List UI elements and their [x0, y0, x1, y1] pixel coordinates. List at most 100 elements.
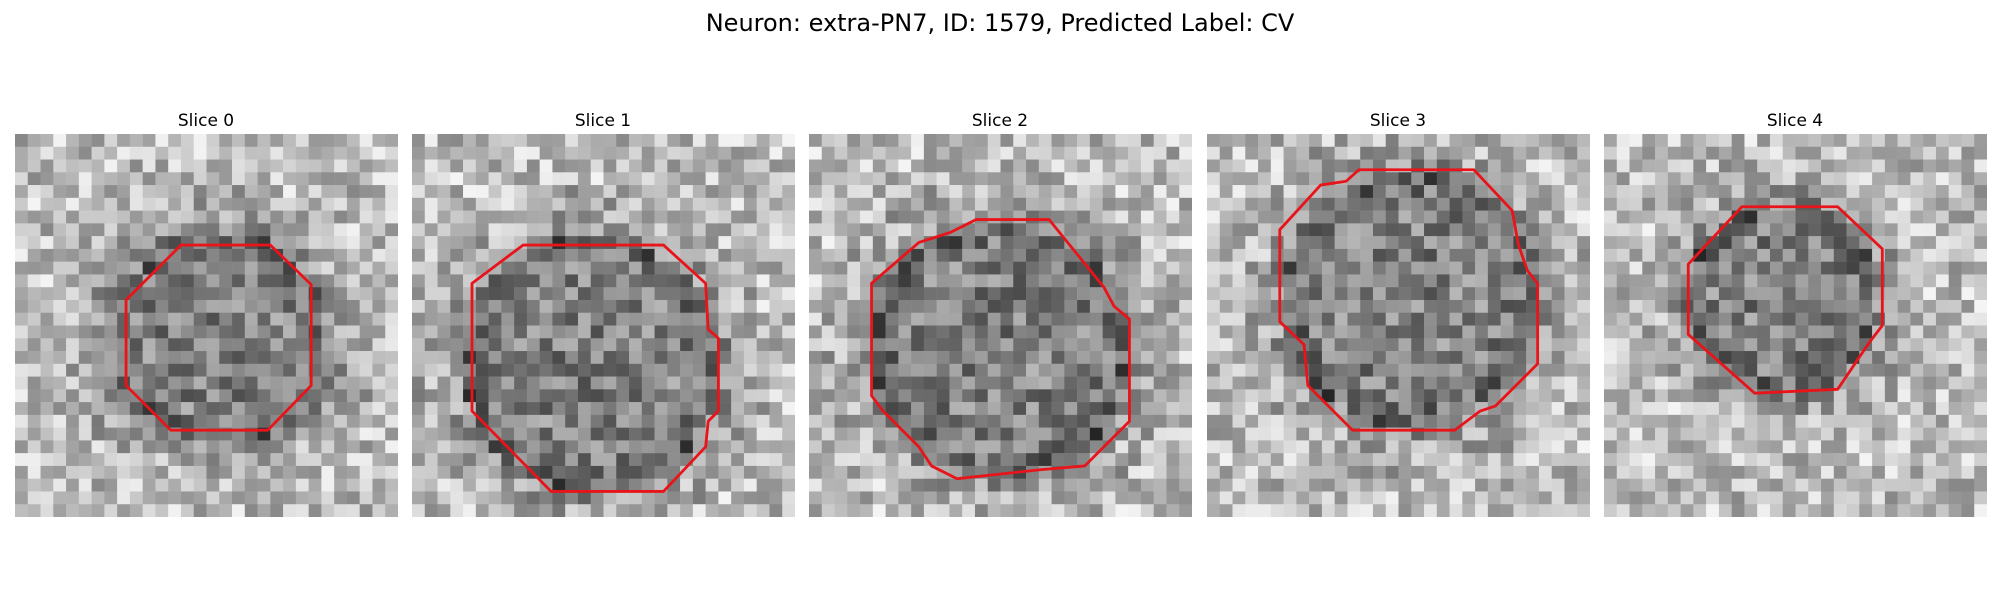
pixel	[1706, 159, 1720, 173]
pixel	[1782, 299, 1796, 313]
pixel	[974, 312, 988, 326]
pixel	[40, 134, 54, 148]
pixel	[219, 197, 233, 211]
pixel	[206, 236, 220, 250]
pixel	[1744, 223, 1758, 237]
pixel	[1372, 210, 1386, 224]
pixel	[936, 504, 950, 517]
pixel	[526, 197, 540, 211]
pixel	[155, 223, 169, 237]
pixel	[641, 504, 655, 517]
pixel	[27, 491, 41, 505]
pixel	[923, 261, 937, 275]
pixel	[1872, 134, 1886, 148]
pixel	[756, 248, 770, 262]
pixel	[898, 172, 912, 186]
pixel	[577, 248, 591, 262]
pixel	[78, 440, 92, 454]
pixel	[1179, 185, 1192, 199]
pixel	[219, 223, 233, 237]
pixel	[1731, 351, 1745, 365]
pixel	[539, 185, 553, 199]
pixel	[1360, 325, 1374, 339]
pixel	[1436, 287, 1450, 301]
pixel	[641, 389, 655, 403]
pixel	[193, 376, 207, 390]
pixel	[1283, 338, 1297, 352]
pixel	[1372, 236, 1386, 250]
pixel	[1140, 440, 1154, 454]
pixel	[1667, 402, 1681, 416]
pixel	[232, 185, 246, 199]
pixel	[475, 159, 489, 173]
panel: Slice 0	[15, 111, 398, 517]
pixel	[1449, 504, 1463, 517]
pixel	[1179, 427, 1192, 441]
pixel	[437, 440, 451, 454]
pixel	[1655, 478, 1669, 492]
pixel	[1782, 414, 1796, 428]
pixel	[654, 134, 668, 148]
pixel	[424, 504, 438, 517]
pixel	[1411, 274, 1425, 288]
pixel	[834, 478, 848, 492]
pixel	[1026, 159, 1040, 173]
pixel	[78, 338, 92, 352]
pixel	[1140, 299, 1154, 313]
pixel	[1140, 261, 1154, 275]
pixel	[1859, 236, 1873, 250]
pixel	[667, 363, 681, 377]
pixel	[450, 223, 464, 237]
pixel	[219, 185, 233, 199]
pixel	[731, 146, 745, 160]
pixel	[1321, 465, 1335, 479]
pixel	[244, 325, 258, 339]
pixel	[1526, 376, 1540, 390]
pixel	[1115, 185, 1129, 199]
pixel	[1538, 491, 1552, 505]
pixel	[1693, 376, 1707, 390]
pixel	[629, 210, 643, 224]
pixel	[1153, 478, 1167, 492]
pixel	[385, 325, 398, 339]
pixel	[1718, 440, 1732, 454]
pixel	[412, 134, 426, 148]
pixel	[53, 427, 67, 441]
pixel	[180, 504, 194, 517]
pixel	[769, 351, 783, 365]
pixel	[1821, 185, 1835, 199]
pixel	[923, 363, 937, 377]
pixel	[1179, 312, 1192, 326]
pixel	[654, 274, 668, 288]
pixel	[1436, 134, 1450, 148]
pixel	[1884, 236, 1898, 250]
pixel	[718, 427, 732, 441]
pixel	[1385, 338, 1399, 352]
pixel	[1551, 185, 1565, 199]
pixel	[1089, 236, 1103, 250]
pixel	[1026, 261, 1040, 275]
pixel	[308, 159, 322, 173]
pixel	[359, 465, 373, 479]
pixel	[270, 223, 284, 237]
pixel	[1821, 236, 1835, 250]
pixel	[78, 389, 92, 403]
pixel	[321, 134, 335, 148]
pixel	[1846, 146, 1860, 160]
pixel	[1179, 491, 1192, 505]
pixel	[295, 491, 309, 505]
pixel	[117, 363, 131, 377]
pixel	[1462, 478, 1476, 492]
pixel	[1821, 299, 1835, 313]
pixel	[1693, 274, 1707, 288]
pixel	[1296, 236, 1310, 250]
pixel	[847, 274, 861, 288]
pixel	[334, 146, 348, 160]
pixel	[206, 287, 220, 301]
pixel	[142, 274, 156, 288]
pixel	[769, 223, 783, 237]
pixel	[1961, 440, 1975, 454]
pixel	[1821, 338, 1835, 352]
pixel	[1051, 325, 1065, 339]
pixel	[501, 287, 515, 301]
